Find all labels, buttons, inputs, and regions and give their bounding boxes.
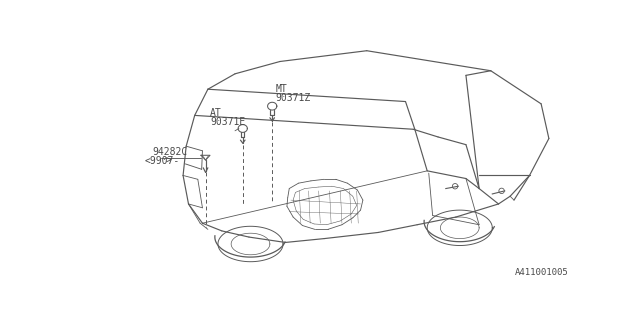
Text: >: >: [165, 156, 171, 166]
Text: AT: AT: [210, 108, 222, 118]
Text: MT: MT: [275, 84, 287, 94]
Text: 90371Z: 90371Z: [275, 93, 310, 103]
Text: <9907-: <9907-: [145, 156, 180, 166]
Text: 94282C: 94282C: [153, 147, 188, 156]
Text: A411001005: A411001005: [515, 268, 568, 277]
Text: 90371E: 90371E: [210, 116, 246, 126]
